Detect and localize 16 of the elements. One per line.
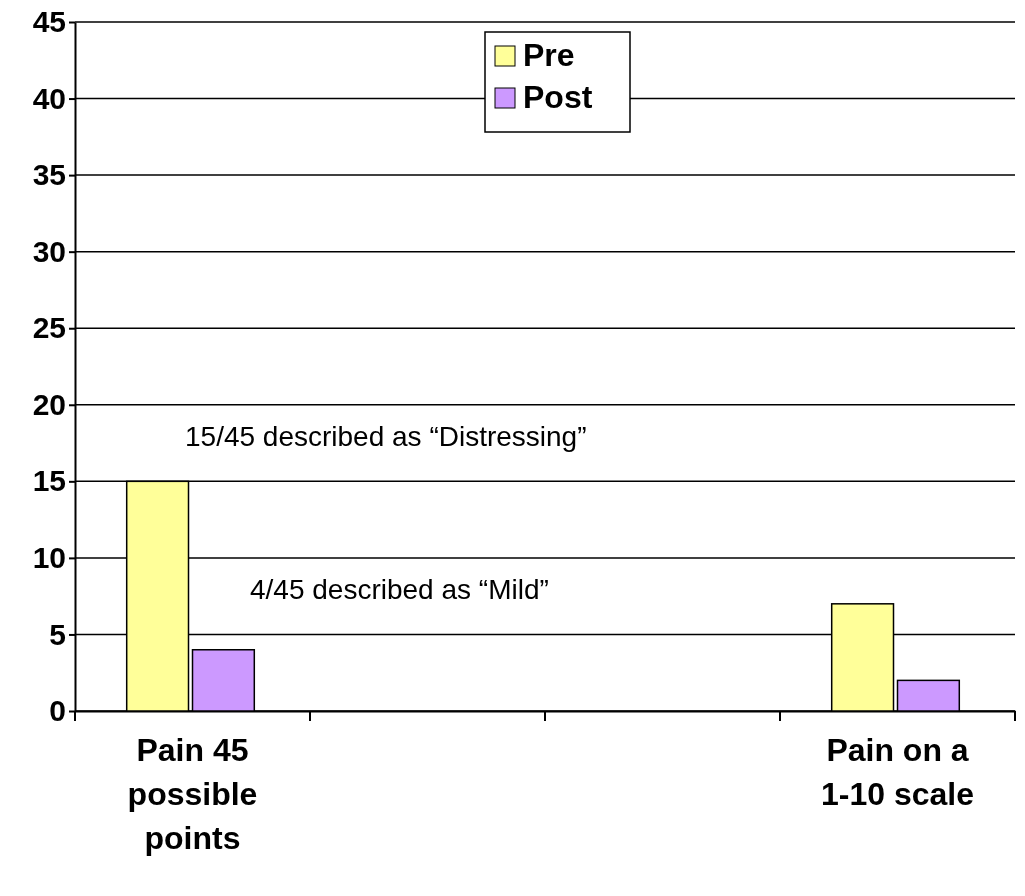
- y-tick-label: 15: [32, 464, 66, 498]
- y-tick-label: 20: [32, 387, 66, 421]
- legend-label: Post: [523, 79, 593, 115]
- y-tick-label: 40: [32, 81, 66, 115]
- y-tick-label: 35: [32, 158, 66, 192]
- x-tick-label: Pain 45 possible points: [127, 732, 258, 856]
- x-tick-label: Pain on a 1-10 scale: [820, 732, 975, 812]
- y-tick-label: 25: [32, 311, 66, 345]
- y-tick-label: 30: [32, 234, 66, 268]
- y-tick-label: 0: [49, 694, 66, 728]
- y-tick-label: 5: [49, 617, 66, 651]
- annotation: 15/45 described as “Distressing”: [185, 421, 587, 453]
- y-tick-label: 45: [32, 5, 66, 39]
- y-tick-label: 10: [32, 540, 66, 574]
- annotation: 4/45 described as “Mild”: [250, 574, 549, 606]
- legend-label: Pre: [523, 37, 575, 73]
